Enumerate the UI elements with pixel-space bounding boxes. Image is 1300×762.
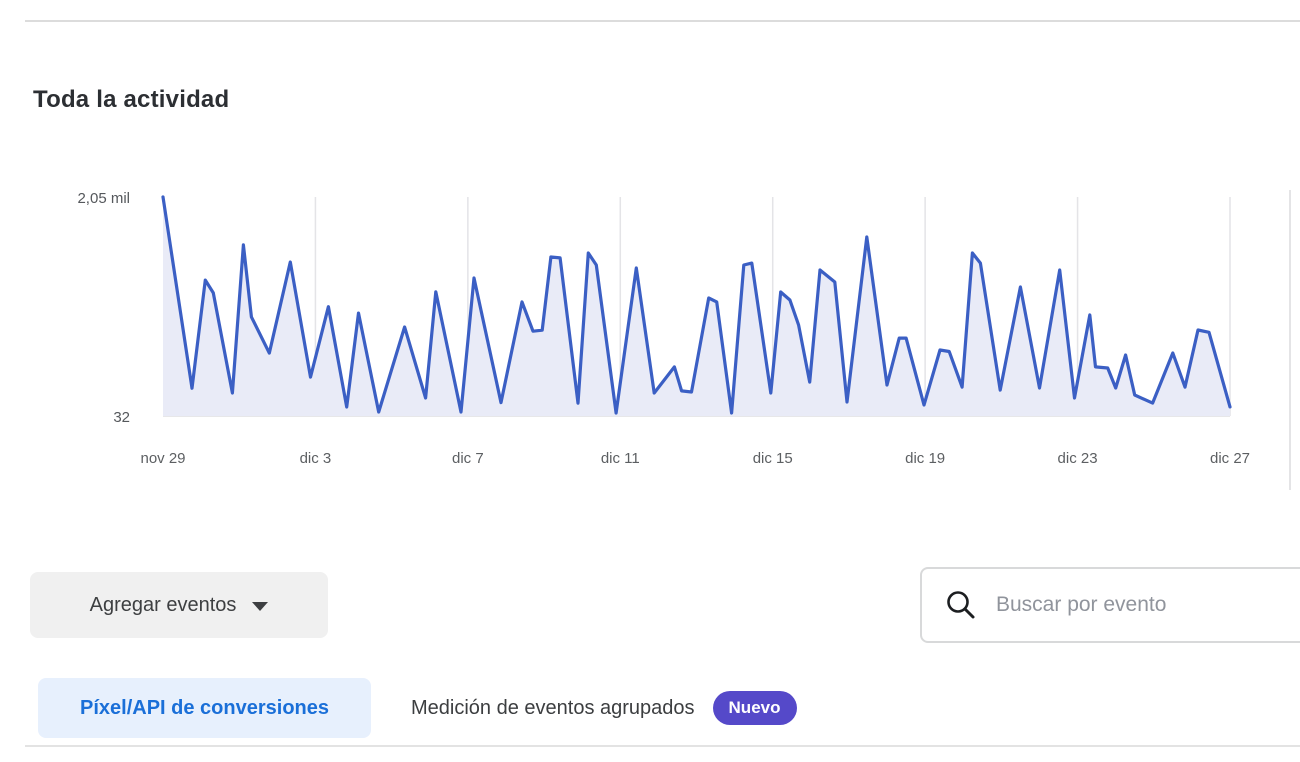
x-axis-label: dic 11	[600, 450, 640, 467]
tabs-bar: Píxel/API de conversiones Medición de ev…	[38, 678, 1300, 738]
series-line	[161, 195, 1232, 415]
page-title: Toda la actividad	[33, 86, 230, 113]
caret-down-icon	[252, 602, 269, 611]
x-axis-label: dic 15	[752, 450, 793, 467]
x-axis-label: dic 7	[452, 450, 484, 467]
search-box[interactable]	[920, 567, 1300, 643]
tab-aggregated-event-measurement[interactable]: Medición de eventos agrupados Nuevo	[411, 678, 797, 738]
series-area-fill	[163, 197, 1230, 416]
add-events-label: Agregar eventos	[89, 593, 237, 616]
search-input[interactable]	[996, 569, 1300, 641]
magnifier-icon	[947, 591, 975, 619]
x-axis-label: dic 23	[1057, 450, 1098, 467]
activity-line-chart[interactable]	[0, 140, 1300, 480]
tab-label: Medición de eventos agrupados	[411, 696, 695, 719]
y-axis-tick-max: 2,05 mil	[77, 190, 130, 207]
new-badge: Nuevo	[712, 691, 797, 725]
tab-label: Píxel/API de conversiones	[80, 696, 329, 719]
top-divider	[25, 20, 1300, 22]
x-axis-label: dic 19	[905, 450, 946, 467]
add-events-button[interactable]: Agregar eventos	[30, 572, 328, 638]
tab-pixel-conversions-api[interactable]: Píxel/API de conversiones	[38, 678, 371, 738]
x-axis-label: dic 27	[1209, 450, 1251, 467]
bottom-divider	[25, 745, 1300, 747]
right-panel-divider	[1289, 190, 1291, 490]
x-axis-label: nov 29	[140, 450, 186, 467]
x-axis-label: dic 3	[299, 450, 332, 467]
y-axis-tick-min: 32	[113, 409, 130, 426]
